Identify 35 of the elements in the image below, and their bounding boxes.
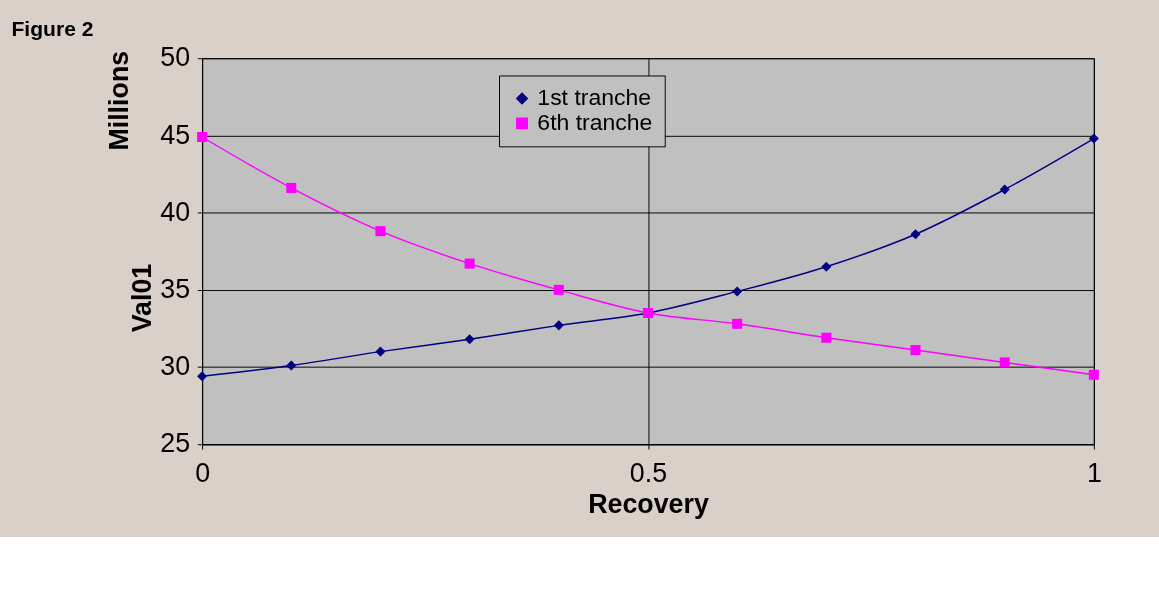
point [821,261,832,272]
point [999,357,1010,368]
point [821,332,832,343]
legend-label: 6th tranche [537,109,653,136]
point [375,346,386,357]
point [732,318,743,329]
point [286,182,297,193]
point [732,286,743,297]
y-tick-label: 35 [160,274,191,304]
y-tick-label: 45 [160,119,191,150]
y-tick-label: 30 [160,351,191,382]
legend-label: 1st tranche [537,84,651,111]
point [910,345,921,356]
point [1088,133,1099,144]
point [375,226,386,237]
x-tick-label: 0 [195,458,211,489]
point [910,229,921,240]
point [286,360,297,371]
point [464,258,475,269]
x-tick-label: 0.5 [629,458,668,489]
point [464,334,475,345]
x-axis-title: Recovery [588,488,709,519]
chart-title: Figure 2 [11,17,94,41]
point [999,184,1010,195]
y-tick-label: 25 [160,428,191,459]
text: Millions [104,50,135,151]
y-tick-label: 40 [160,196,191,227]
point [197,131,208,143]
y-axis-title: Val01 [126,263,157,333]
point [1088,369,1099,380]
y-tick-label: 50 [160,42,191,73]
point [553,320,564,331]
point [197,371,208,382]
x-tick-label: 1 [1086,458,1102,489]
point [553,284,564,295]
